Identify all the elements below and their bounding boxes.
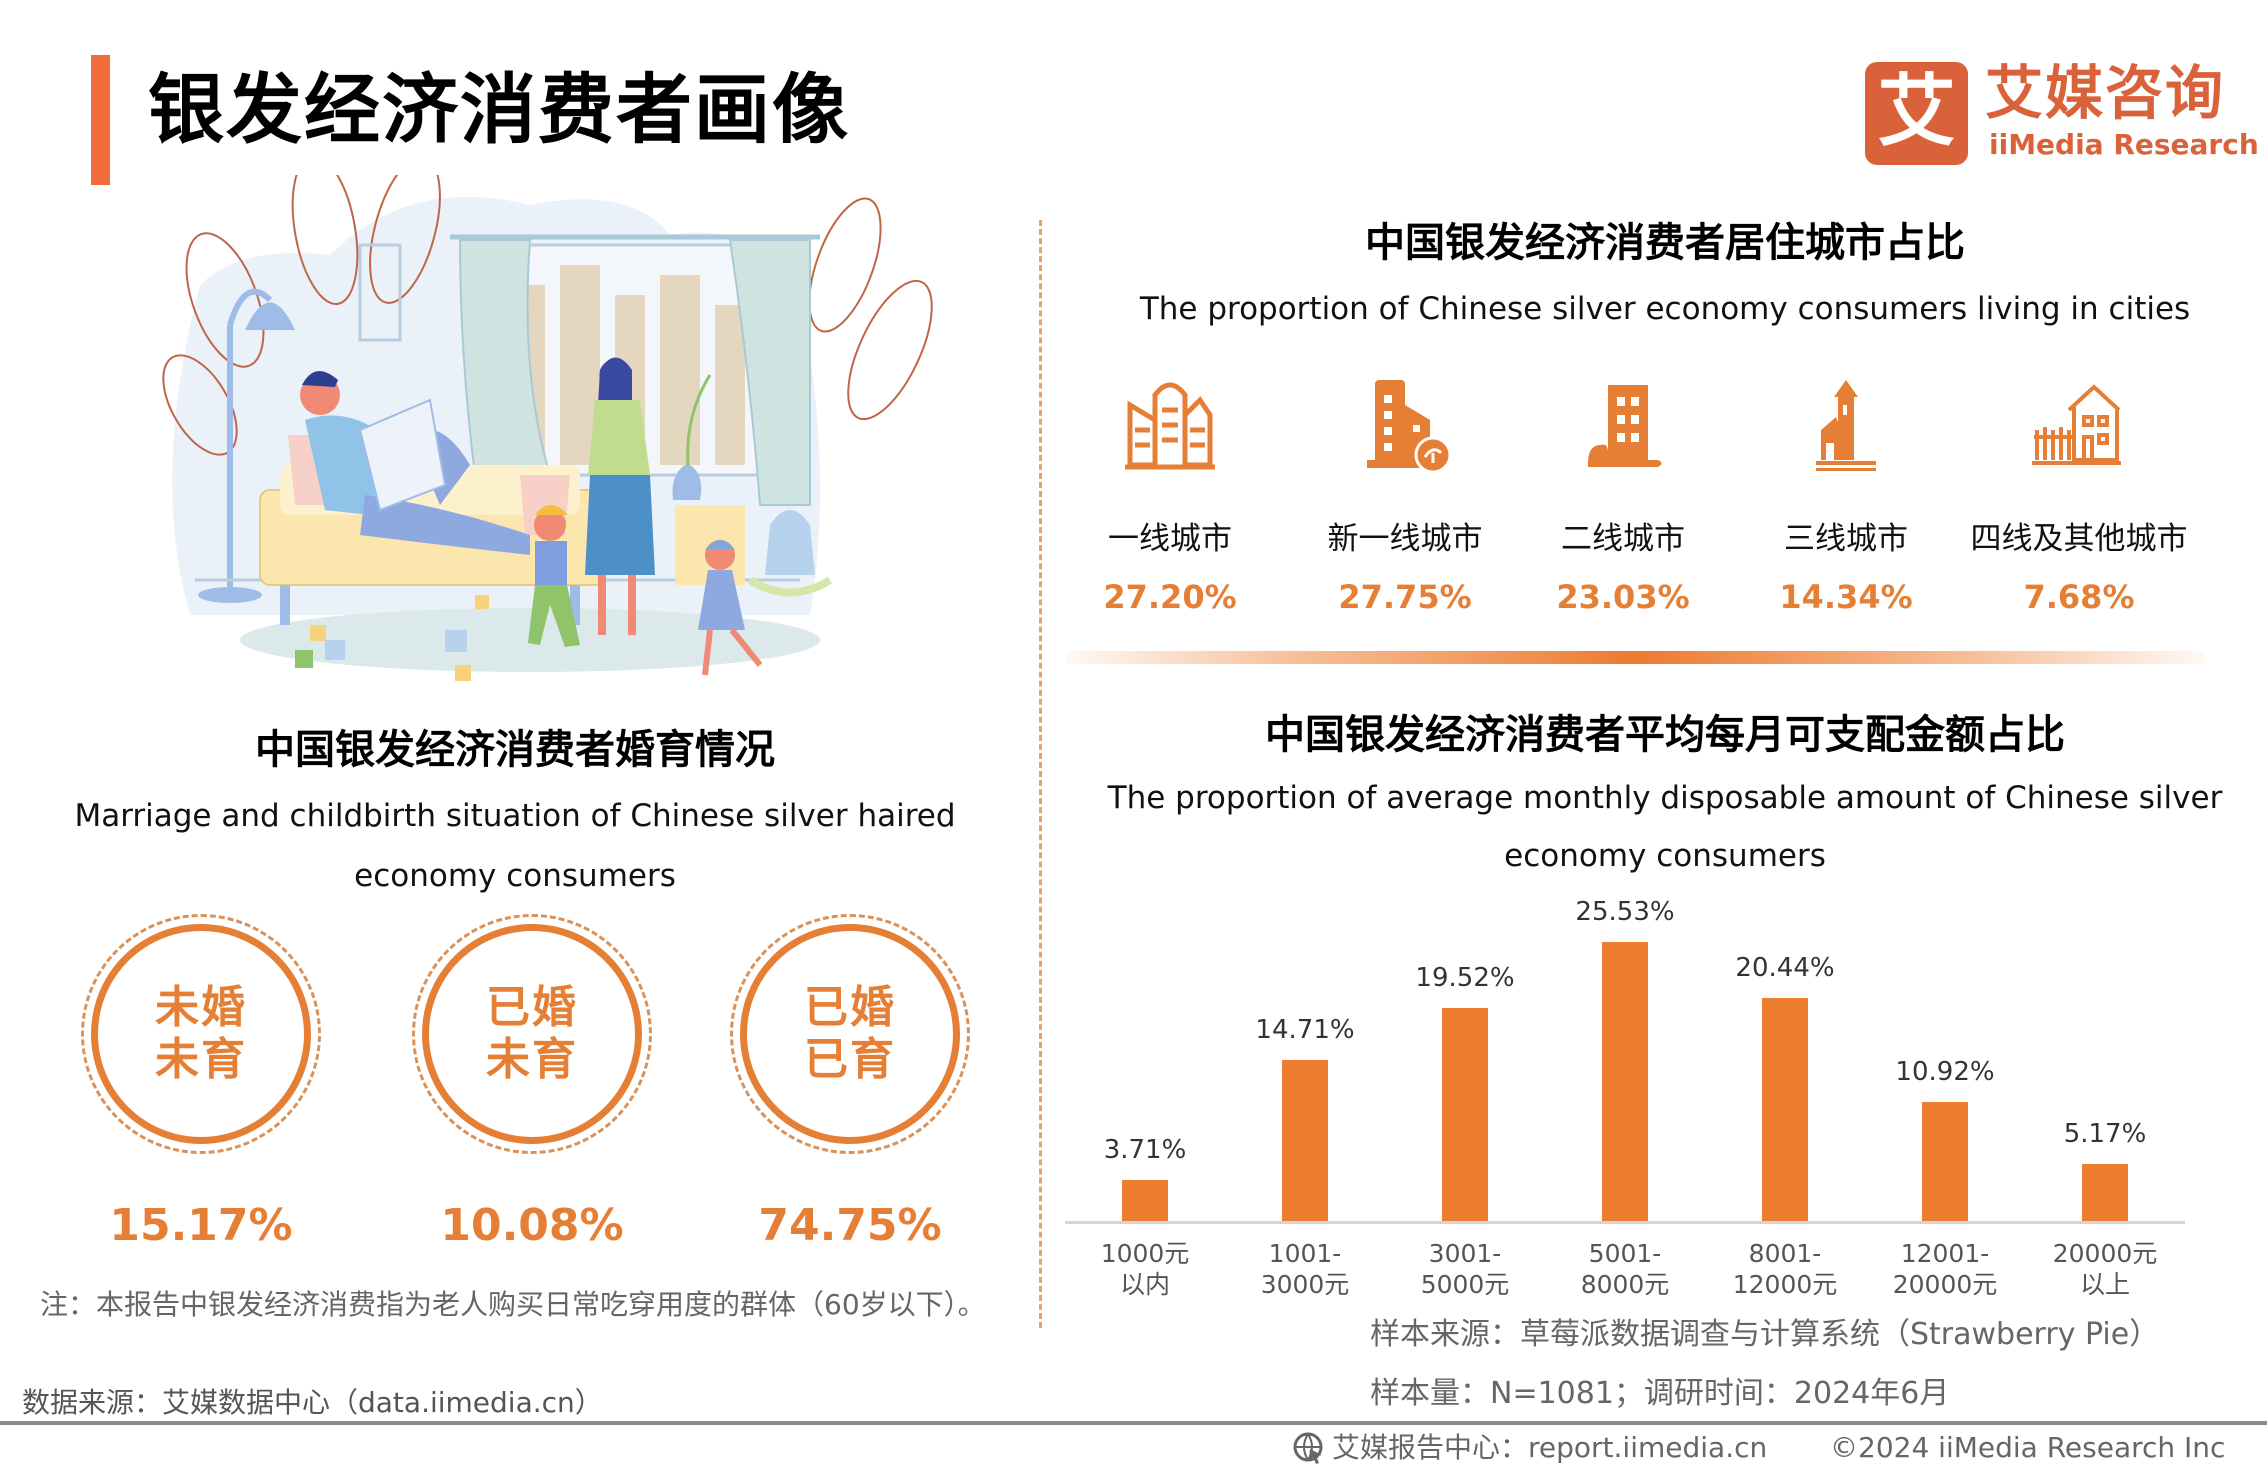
city-section-title: 中国银发经济消费者居住城市占比 [1365,220,1965,266]
dashed-ring-icon [81,914,321,1154]
report-center-link[interactable]: 艾媒报告中心：report.iimedia.cn [1332,1431,1768,1464]
solid-ring-icon: 已婚 未育 [422,924,642,1144]
bar-category-label: 20000元 以上 [2052,1239,2158,1299]
city-label: 一线城市 [1108,521,1232,557]
logo-name-cn: 艾媒咨询 [1985,59,2226,127]
vertical-dashed-divider [1039,220,1042,1328]
marriage-status-line2: 未育 [155,1034,247,1085]
globe-cursor-icon [1293,1432,1323,1464]
bar-value-label: 5.17% [2063,1119,2147,1149]
solid-ring-icon: 未婚 未育 [91,924,311,1144]
bar-group: 5.17% 20000元 以上 [2025,880,2185,1320]
apartment-building-icon [1588,385,1662,467]
bar-group: 25.53% 5001- 8000元 [1545,880,1705,1320]
bar-category-label: 8001- 12000元 [1732,1239,1838,1299]
city-percentage: 27.20% [1103,578,1237,616]
city-section-subtitle: The proportion of Chinese silver economy… [1139,291,2191,327]
bar-category-label: 1001- 3000元 [1260,1239,1350,1299]
eco-building-icon [1367,380,1452,474]
bar-value-label: 10.92% [1895,1057,1995,1087]
marriage-status-line1: 已婚 [486,982,578,1033]
bar-value-label: 3.71% [1103,1135,1187,1165]
bar [1282,1060,1328,1221]
city-percentage: 7.68% [2023,578,2135,616]
city-label: 二线城市 [1561,521,1685,557]
logo-mark-icon: 艾 [1865,62,1968,165]
bar [1442,1008,1488,1221]
chart-subtitle-line1: The proportion of average monthly dispos… [1107,780,2223,816]
bar-category-label: 1000元 以内 [1100,1239,1190,1299]
bar [1122,1180,1168,1221]
city-item-tier4-and-other: 四线及其他城市 7.68% [1964,375,2194,617]
bar-group: 10.92% 12001- 20000元 [1865,880,2025,1320]
bar [1602,942,1648,1221]
marriage-percentage: 10.08% [440,1200,624,1251]
marriage-item-unmarried-childless: 未婚 未育 [81,914,321,1154]
bar-value-label: 19.52% [1415,963,1515,993]
city-label: 四线及其他城市 [1970,521,2188,557]
bar-category-label: 3001- 5000元 [1420,1239,1510,1299]
gradient-divider [1065,651,2205,664]
marriage-status-line2: 已育 [804,1034,896,1085]
bar [2082,1164,2128,1221]
marriage-item-married-childless: 已婚 未育 [412,914,652,1154]
page-title: 银发经济消费者画像 [148,65,850,154]
family-illustration [110,154,960,715]
bar-chart: 3.71% 1000元 以内 14.71% 1001- 3000元 19.52% 3001… [1065,880,2185,1320]
bar-group: 20.44% 8001- 12000元 [1705,880,1865,1320]
marriage-section-subtitle-line2: economy consumers [354,858,676,894]
chart-title: 中国银发经济消费者平均每月可支配金额占比 [1265,712,2065,758]
sample-source: 样本来源：草莓派数据调查与计算系统（Strawberry Pie） [1370,1317,2160,1352]
solid-ring-icon: 已婚 已育 [740,924,960,1144]
city-item-tier3: 三线城市 14.34% [1731,375,1961,617]
footer-rule [0,1421,2267,1425]
city-percentage: 14.34% [1779,578,1913,616]
marriage-percentage: 74.75% [758,1200,942,1251]
city-item-tier1: 一线城市 27.20% [1055,375,1285,617]
marriage-status-line1: 已婚 [804,982,896,1033]
city-item-new-tier1: 新一线城市 27.75% [1290,375,1520,617]
data-source: 数据来源：艾媒数据中心（data.iimedia.cn） [22,1386,603,1419]
dashed-ring-icon [412,914,652,1154]
marriage-item-married-with-children: 已婚 已育 [730,914,970,1154]
title-accent-bar [91,55,110,185]
marriage-status-line2: 未育 [486,1034,578,1085]
logo-name-en: iiMedia Research [1989,128,2259,161]
bar-value-label: 25.53% [1575,897,1675,927]
footnote: 注：本报告中银发经济消费指为老人购买日常吃穿用度的群体（60岁以下）。 [40,1288,986,1321]
marriage-percentage: 15.17% [109,1200,293,1251]
chart-subtitle-line2: economy consumers [1504,838,1826,874]
marriage-section-subtitle-line1: Marriage and childbirth situation of Chi… [74,798,956,834]
bar-value-label: 20.44% [1735,953,1835,983]
bar [1922,1102,1968,1221]
sample-size: 样本量：N=1081；调研时间：2024年6月 [1370,1376,1950,1411]
x-axis-line [1065,1221,2185,1224]
copyright: ©2024 iiMedia Research Inc [1830,1431,2226,1464]
bar [1762,998,1808,1221]
marriage-section-title: 中国银发经济消费者婚育情况 [255,727,775,773]
skyscrapers-icon [1125,382,1215,470]
bar-category-label: 5001- 8000元 [1580,1239,1670,1299]
brand-logo: 艾 艾媒咨询 iiMedia Research [1865,59,2259,167]
city-label: 新一线城市 [1327,521,1483,557]
city-label: 三线城市 [1784,521,1908,557]
dashed-ring-icon [730,914,970,1154]
city-percentage: 23.03% [1556,578,1690,616]
city-percentage: 27.75% [1338,578,1472,616]
family-living-room-icon [162,154,933,681]
footer-report-center[interactable]: 艾媒报告中心：report.iimedia.cn [1292,1428,1767,1468]
city-item-tier2: 二线城市 23.03% [1508,375,1738,617]
bar-value-label: 14.71% [1255,1015,1355,1045]
marriage-status-line1: 未婚 [155,982,247,1033]
house-fence-icon [2032,384,2121,465]
bar-group: 3.71% 1000元 以内 [1065,880,1225,1320]
town-tower-icon [1816,380,1876,471]
bar-group: 14.71% 1001- 3000元 [1225,880,1385,1320]
bar-category-label: 12001- 20000元 [1892,1239,1998,1299]
bar-group: 19.52% 3001- 5000元 [1385,880,1545,1320]
